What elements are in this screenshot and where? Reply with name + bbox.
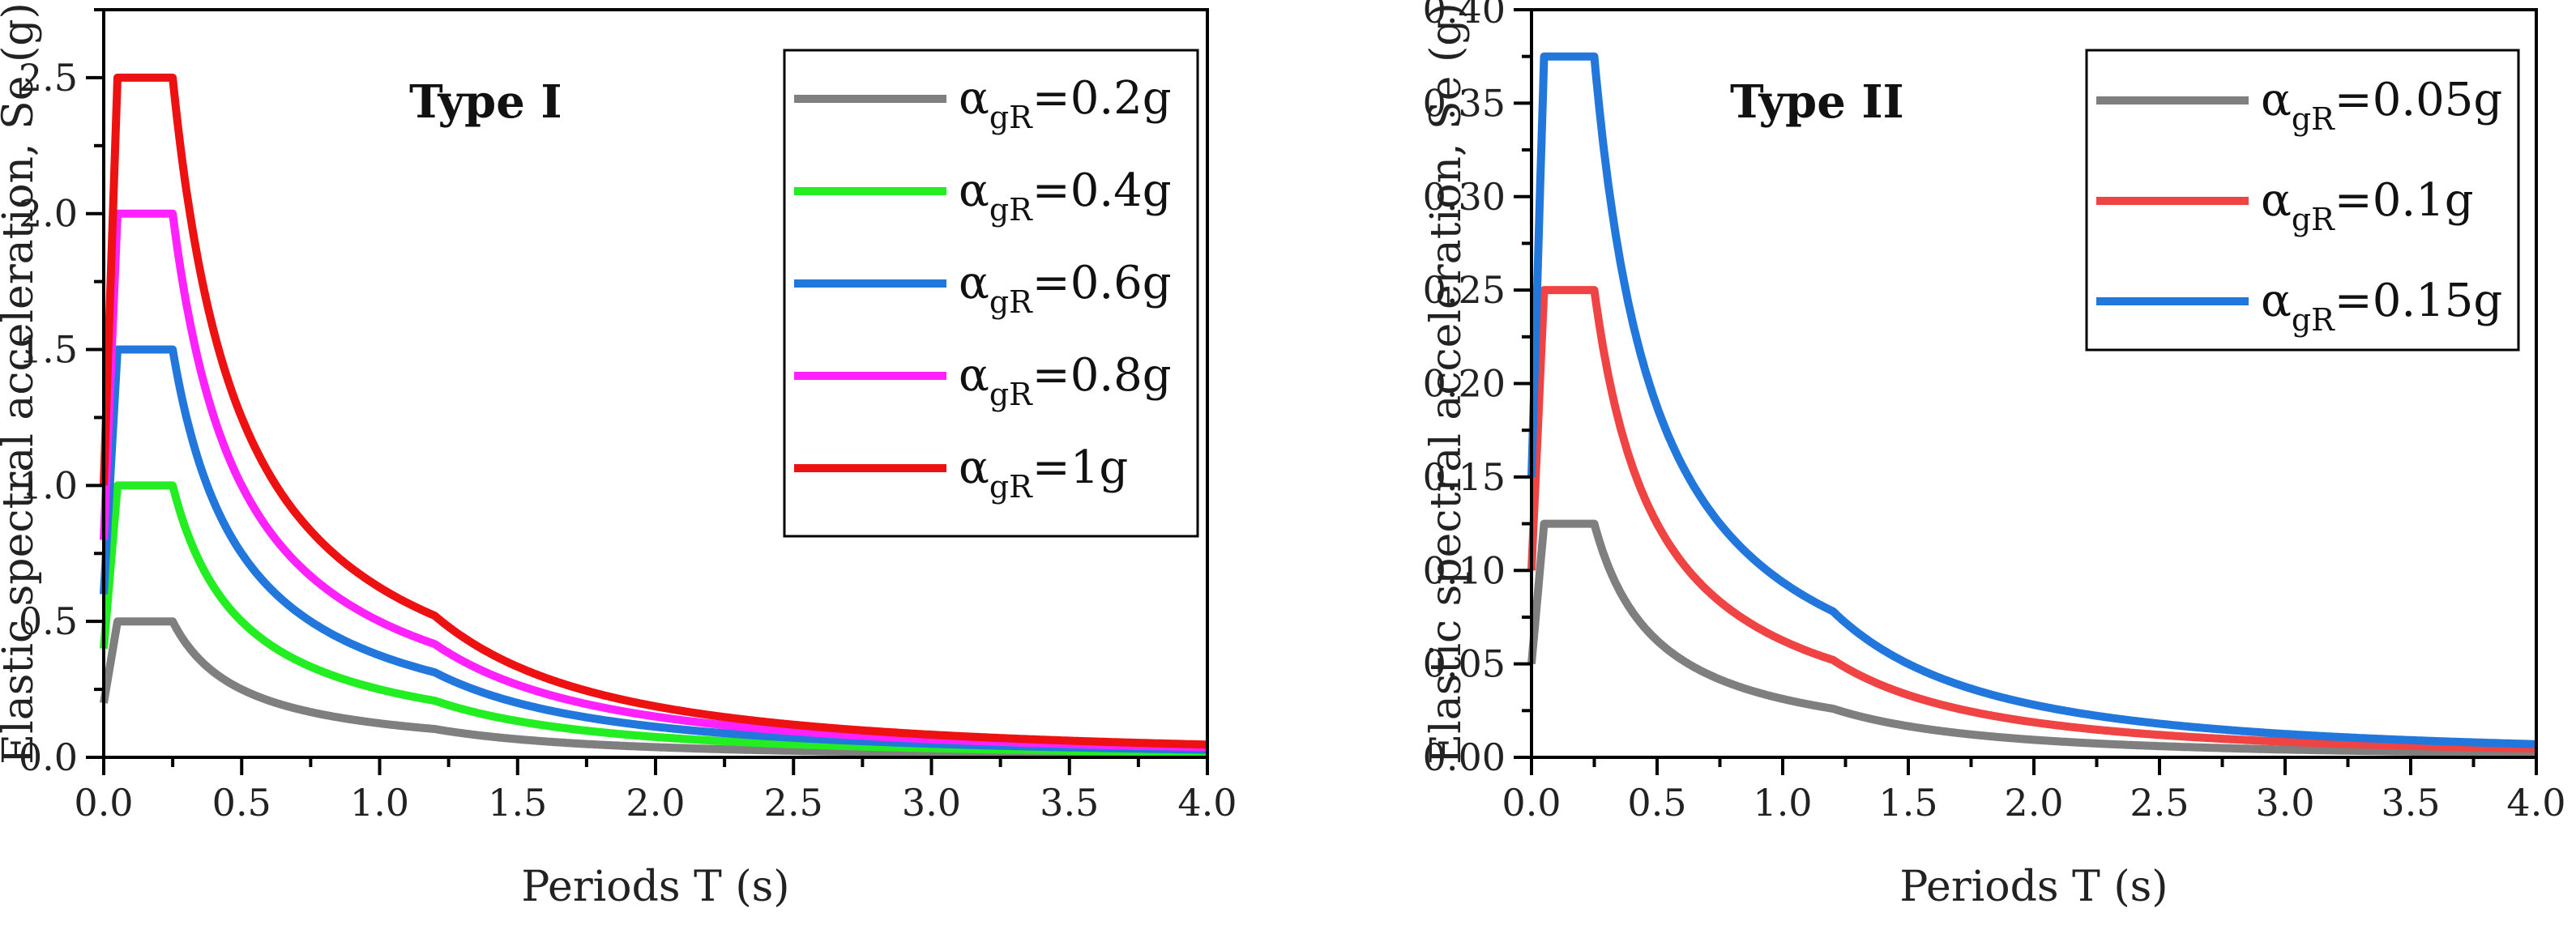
- legend: αgR=0.05g αgR=0.1g αgR=0.15g: [2085, 49, 2520, 352]
- x-tick-label: 0.0: [1502, 781, 1561, 825]
- x-tick-label: 3.5: [1040, 781, 1099, 825]
- x-tick-label: 3.0: [902, 781, 961, 825]
- series-group: [100, 73, 1211, 759]
- x-tick-label: 0.5: [1627, 781, 1686, 825]
- legend-label: αgR=0.2g: [959, 72, 1172, 135]
- x-tick-label: 0.0: [74, 781, 133, 825]
- y-tick-label: 0.00: [1423, 735, 1506, 779]
- y-tick-label: 0.30: [1423, 175, 1506, 219]
- x-tick-label: 3.5: [2381, 781, 2440, 825]
- y-tick-label: 0.05: [1423, 642, 1506, 686]
- y-axis-title: Elastic spectral acceleration, Se (g): [0, 2, 43, 765]
- x-axis-title: Periods T (s): [1899, 863, 2168, 911]
- y-tick-label: 1.0: [19, 463, 78, 507]
- x-tick-label: 2.0: [2004, 781, 2063, 825]
- legend-label: αgR=0.15g: [2261, 275, 2502, 338]
- x-axis-title: Periods T (s): [521, 863, 789, 911]
- x-tick-label: 3.0: [2255, 781, 2314, 825]
- series-line-0.15g: [1527, 52, 2540, 748]
- legend-label: αgR=0.6g: [959, 257, 1172, 320]
- legend-box: [783, 49, 1199, 538]
- panel-title: Type I: [409, 75, 562, 129]
- y-axis-title: Elastic spectral acceleration, Se (g): [1422, 2, 1471, 765]
- panel-title: Type II: [1730, 75, 1904, 129]
- y-tick-label: 0.10: [1423, 548, 1506, 592]
- x-tick-label: 2.5: [764, 781, 823, 825]
- series-line-0.05g: [1527, 519, 2540, 757]
- y-tick-label: 2.0: [19, 192, 78, 236]
- chart-type-1: 0.0 0.5 1.0 1.5 2.0 2.5 3.0 3.5 4.0 0.0 0.5 1.0 1.5 2…: [0, 2, 1237, 911]
- x-tick-label: 1.0: [350, 781, 409, 825]
- x-tick-label: 0.5: [212, 781, 271, 825]
- y-tick-label: 0.20: [1423, 362, 1506, 406]
- y-tick-label: 0.25: [1423, 268, 1506, 312]
- y-tick-label: 0.35: [1423, 81, 1506, 125]
- legend-label: αgR=0.8g: [959, 349, 1172, 412]
- x-tick-label: 2.0: [626, 781, 685, 825]
- x-tick-label: 1.5: [1878, 781, 1937, 825]
- series-line-0.1g: [1527, 286, 2540, 753]
- x-tick-label: 4.0: [1177, 781, 1237, 825]
- x-tick-label: 4.0: [2506, 781, 2565, 825]
- legend-label: αgR=1g: [959, 441, 1128, 505]
- x-tick-label: 2.5: [2130, 781, 2189, 825]
- y-tick-label: 0.0: [19, 735, 78, 779]
- x-tick-label: 1.5: [488, 781, 547, 825]
- legend-label: αgR=0.05g: [2261, 74, 2502, 137]
- series-group: [1527, 52, 2540, 757]
- y-tick-label: 2.5: [19, 56, 78, 100]
- series-line-1g: [100, 73, 1211, 749]
- y-tick-label: 0.40: [1423, 0, 1506, 32]
- legend-label: αgR=0.1g: [2261, 174, 2474, 237]
- legend-label: αgR=0.4g: [959, 164, 1172, 228]
- y-tick-label: 1.5: [19, 328, 78, 372]
- y-tick-label: 0.5: [19, 599, 78, 643]
- x-tick-label: 1.0: [1753, 781, 1812, 825]
- chart-type-2: 0.0 0.5 1.0 1.5 2.0 2.5 3.0 3.5 4.0 0.00 0.05 0.10 0…: [1422, 0, 2566, 911]
- y-tick-label: 0.15: [1423, 455, 1506, 499]
- legend: αgR=0.2g αgR=0.4g αgR=0.6g αgR=0.8g αgR=1g: [783, 49, 1199, 538]
